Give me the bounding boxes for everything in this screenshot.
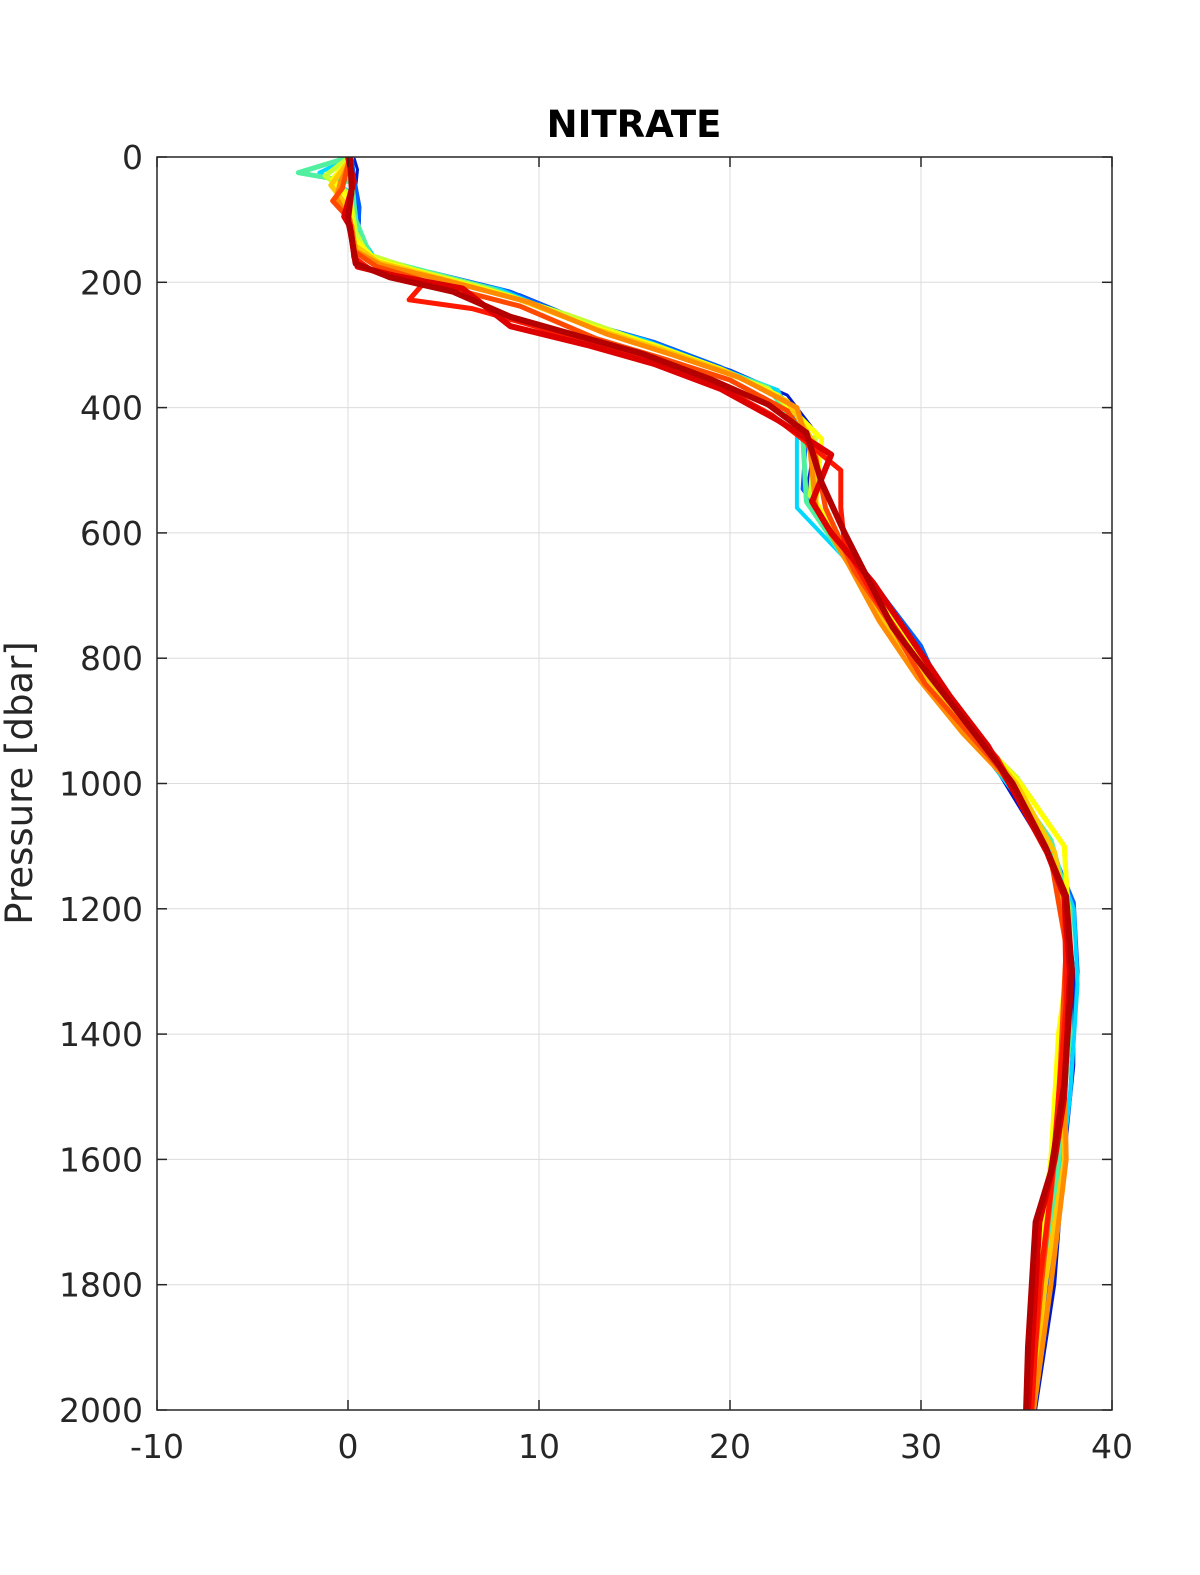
y-tick-label: 400 [80,389,143,428]
y-tick-label: 600 [80,514,143,553]
y-tick-label: 200 [80,263,143,302]
y-tick-label: 1000 [59,765,143,804]
y-tick-label: 1800 [59,1266,143,1305]
x-tick-label: 20 [709,1427,751,1466]
y-tick-label: 1200 [59,890,143,929]
axis-ticks [156,156,1113,1411]
x-tick-label: -10 [130,1427,184,1466]
y-tick-label: 1600 [59,1140,143,1179]
x-tick-labels: -10 0 10 20 30 40 [130,1427,1133,1466]
y-axis-label: Pressure [dbar] [0,641,41,924]
series-layer [295,157,1080,1410]
series-line-12 [345,157,1075,1410]
y-tick-label: 2000 [59,1391,143,1430]
y-tick-label: 800 [80,639,143,678]
y-tick-label: 0 [122,138,143,177]
chart-title: NITRATE [547,103,722,146]
x-tick-label: 10 [518,1427,560,1466]
x-tick-label: 0 [338,1427,359,1466]
plot-area [295,157,1080,1410]
x-tick-label: 40 [1091,1427,1133,1466]
y-tick-label: 1400 [59,1015,143,1054]
x-tick-label: 30 [900,1427,942,1466]
y-tick-labels: 0 200 400 600 800 1000 1200 1400 1600 1800 2000 [59,138,143,1430]
